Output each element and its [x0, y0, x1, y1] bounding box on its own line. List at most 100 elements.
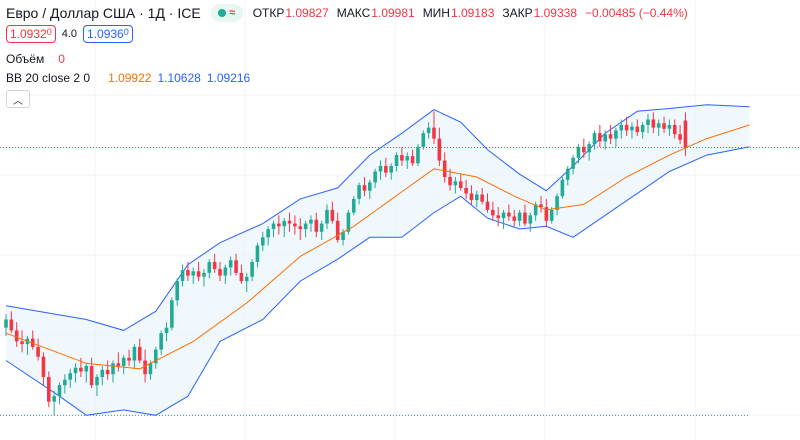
- candle-body[interactable]: [421, 133, 426, 147]
- candle-body[interactable]: [587, 144, 591, 153]
- candle-body[interactable]: [132, 346, 137, 361]
- candle-body[interactable]: [341, 231, 345, 240]
- candle-body[interactable]: [640, 124, 645, 133]
- wave-icon[interactable]: ≈: [210, 4, 243, 22]
- candle-body[interactable]: [282, 220, 286, 227]
- candle-body[interactable]: [52, 396, 56, 402]
- candle-body[interactable]: [63, 379, 67, 386]
- candle-body[interactable]: [437, 138, 442, 161]
- candle-body[interactable]: [635, 126, 640, 133]
- symbol-title[interactable]: Евро / Доллар США · 1Д · ICE: [6, 5, 201, 21]
- candle-body[interactable]: [111, 363, 115, 375]
- candle-body[interactable]: [394, 155, 399, 167]
- candle-body[interactable]: [501, 212, 506, 219]
- candle-body[interactable]: [143, 360, 147, 375]
- candle-body[interactable]: [357, 185, 361, 199]
- candle-body[interactable]: [592, 133, 597, 145]
- candle-body[interactable]: [517, 212, 522, 221]
- candle-body[interactable]: [84, 366, 89, 372]
- candle-body[interactable]: [598, 133, 602, 142]
- candle-body[interactable]: [475, 194, 479, 200]
- candle-body[interactable]: [335, 220, 340, 240]
- candle-body[interactable]: [603, 134, 607, 142]
- candle-body[interactable]: [560, 179, 565, 197]
- candle-body[interactable]: [646, 119, 650, 125]
- candle-body[interactable]: [234, 260, 238, 273]
- candle-body[interactable]: [105, 369, 110, 375]
- candle-body[interactable]: [159, 333, 163, 350]
- candle-body[interactable]: [491, 209, 495, 216]
- candle-body[interactable]: [362, 185, 367, 191]
- candle-body[interactable]: [614, 130, 618, 139]
- candle-body[interactable]: [266, 229, 270, 238]
- candle-body[interactable]: [405, 156, 410, 161]
- candle-body[interactable]: [351, 198, 356, 213]
- candle-body[interactable]: [271, 223, 276, 230]
- candle-body[interactable]: [496, 215, 500, 219]
- candle-body[interactable]: [218, 269, 222, 276]
- candle-body[interactable]: [309, 219, 313, 224]
- sell-button[interactable]: 1.09320: [6, 25, 56, 43]
- candle-body[interactable]: [410, 156, 415, 164]
- candle-body[interactable]: [36, 346, 40, 357]
- candle-body[interactable]: [41, 356, 46, 377]
- candle-body[interactable]: [619, 124, 624, 131]
- candle-body[interactable]: [555, 196, 559, 210]
- candle-body[interactable]: [464, 187, 468, 194]
- candle-body[interactable]: [68, 373, 72, 380]
- indicator-legend[interactable]: BB 20 close 2 0 1.09922 1.10628 1.09216: [6, 71, 250, 85]
- candle-body[interactable]: [191, 271, 196, 276]
- candle-body[interactable]: [582, 146, 586, 153]
- candle-body[interactable]: [346, 212, 351, 232]
- candle-body[interactable]: [303, 223, 308, 230]
- candle-body[interactable]: [20, 341, 24, 345]
- candle-body[interactable]: [624, 124, 629, 131]
- candle-body[interactable]: [244, 276, 249, 282]
- candle-body[interactable]: [148, 363, 153, 375]
- candle-body[interactable]: [507, 212, 511, 217]
- candle-body[interactable]: [485, 201, 490, 210]
- candle-body[interactable]: [239, 272, 244, 282]
- candle-body[interactable]: [608, 134, 613, 139]
- candle-body[interactable]: [202, 272, 206, 277]
- candle-body[interactable]: [330, 209, 335, 221]
- candle-body[interactable]: [14, 330, 19, 342]
- candle-body[interactable]: [137, 346, 142, 361]
- candle-body[interactable]: [261, 237, 265, 246]
- candle-body[interactable]: [95, 376, 99, 386]
- candle-body[interactable]: [186, 270, 190, 276]
- candle-body[interactable]: [651, 119, 656, 128]
- candle-body[interactable]: [164, 327, 169, 334]
- candle-body[interactable]: [196, 271, 201, 277]
- candle-body[interactable]: [458, 181, 463, 188]
- candle-body[interactable]: [576, 146, 581, 158]
- candle-body[interactable]: [630, 126, 634, 131]
- candle-body[interactable]: [79, 367, 83, 372]
- candle-body[interactable]: [4, 319, 8, 328]
- candle-body[interactable]: [314, 219, 319, 232]
- candle-body[interactable]: [73, 367, 78, 374]
- candle-body[interactable]: [9, 319, 14, 331]
- candle-body[interactable]: [277, 223, 281, 227]
- candle-body[interactable]: [325, 209, 329, 224]
- candle-body[interactable]: [250, 261, 254, 277]
- candle-body[interactable]: [400, 155, 404, 161]
- candle-body[interactable]: [127, 357, 131, 361]
- candle-body[interactable]: [678, 134, 682, 140]
- candle-body[interactable]: [180, 270, 185, 282]
- candle-body[interactable]: [228, 260, 233, 268]
- candle-body[interactable]: [544, 207, 549, 221]
- candle-body[interactable]: [432, 127, 436, 139]
- candle-body[interactable]: [121, 357, 126, 367]
- candle-body[interactable]: [384, 166, 388, 173]
- candle-body[interactable]: [453, 181, 458, 186]
- collapse-legend-button[interactable]: ︿: [6, 90, 30, 108]
- candle-body[interactable]: [539, 204, 543, 208]
- candle-body[interactable]: [293, 223, 297, 227]
- candle-body[interactable]: [442, 160, 447, 177]
- candle-body[interactable]: [57, 385, 62, 397]
- candle-body[interactable]: [255, 245, 260, 262]
- candle-body[interactable]: [683, 120, 688, 148]
- candle-body[interactable]: [47, 376, 51, 402]
